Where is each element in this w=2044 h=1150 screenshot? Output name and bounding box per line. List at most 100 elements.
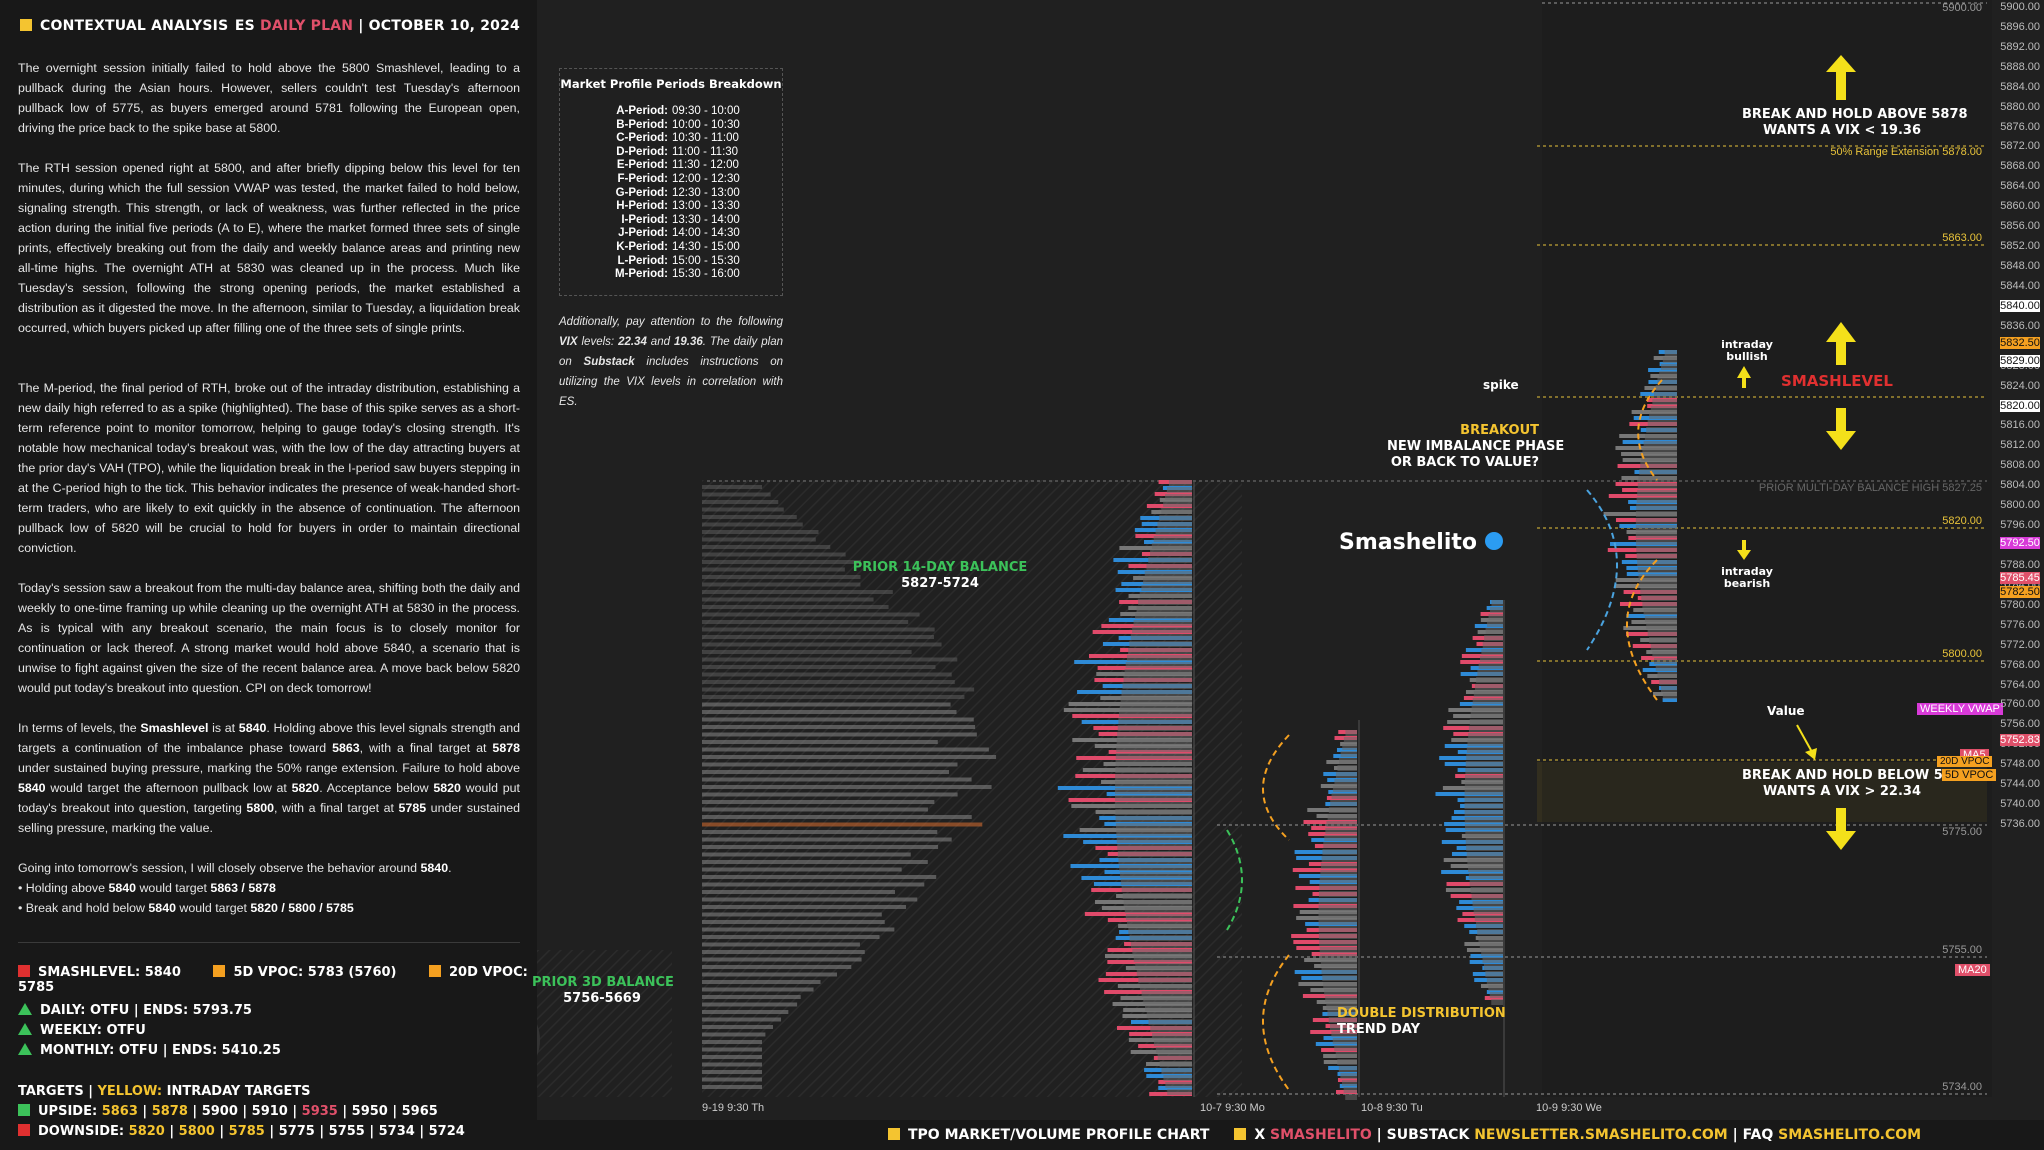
price-tick: 5876.00	[2000, 120, 2040, 133]
volume-fill	[1491, 999, 1503, 1005]
volume-fill	[1469, 719, 1503, 725]
tpo-row	[702, 935, 880, 939]
price-axis: 5900.00 5896.00 5892.00 5888.00 5884.00 5880.…	[1986, 0, 2044, 1100]
price-tick: 5844.00	[2000, 279, 2040, 292]
period-row: L-Period: 15:00 - 15:30	[560, 255, 782, 269]
tpo-row	[702, 710, 957, 714]
volume-fill	[1116, 739, 1192, 745]
period-time: 14:00 - 14:30	[672, 227, 740, 240]
volume-fill	[1661, 364, 1677, 370]
volume-fill	[1468, 733, 1503, 739]
arrow-down-bottom	[1826, 808, 1856, 850]
volume-fill	[1318, 898, 1357, 904]
monthly-row: MONTHLY: OTFU | ENDS: 5410.25	[18, 1043, 281, 1058]
volume-fill	[1468, 873, 1503, 879]
label-5863: 5863.00	[1942, 232, 1982, 244]
volume-fill	[1325, 828, 1357, 834]
period-row: M-Period: 15:30 - 16:00	[560, 268, 782, 282]
period-row: G-Period: 12:30 - 13:00	[560, 187, 782, 201]
price-tick: 5872.00	[2000, 140, 2040, 153]
volume-fill	[1115, 767, 1192, 773]
volume-fill	[1323, 842, 1357, 848]
volume-fill	[1646, 623, 1677, 629]
paragraph-levels: In terms of levels, the Smashlevel is at…	[18, 721, 521, 835]
faq-link[interactable]: SMASHELITO.COM	[1778, 1127, 1922, 1143]
substack-link[interactable]: NEWSLETTER.SMASHELITO.COM	[1474, 1127, 1728, 1143]
volume-fill	[1464, 817, 1503, 823]
weekly-row: WEEKLY: OTFU	[18, 1023, 146, 1038]
volume-fill	[1146, 564, 1192, 570]
tpo-row	[702, 875, 937, 879]
volume-fill	[1130, 942, 1192, 948]
bearish-arc	[1626, 559, 1658, 701]
x-handle-link[interactable]: SMASHELITO	[1270, 1127, 1372, 1143]
price-tick: 5748.00	[2000, 758, 2040, 771]
volume-fill	[1642, 602, 1677, 608]
period-row: I-Period: 13:30 - 14:00	[560, 214, 782, 228]
price-tick: 5812.00	[2000, 439, 2040, 452]
volume-fill	[1481, 649, 1503, 655]
volume-fill	[1122, 893, 1192, 899]
tpo-row	[702, 927, 895, 932]
tpo-row	[702, 1017, 782, 1022]
price-tick: 5788.00	[2000, 558, 2040, 571]
label-5800: 5800.00	[1942, 648, 1982, 660]
volume-fill	[1327, 814, 1357, 820]
volume-fill	[1318, 933, 1357, 939]
volume-fill	[1464, 782, 1503, 788]
volume-fill	[1478, 936, 1503, 942]
price-tick: 5744.00	[2000, 778, 2040, 791]
tpo-row	[702, 747, 989, 752]
period-time: 09:30 - 10:00	[672, 105, 740, 117]
volume-fill	[1125, 662, 1192, 668]
volume-fill	[1319, 947, 1357, 953]
label-5775: 5775.00	[1942, 826, 1982, 838]
paragraph-m-period: The M-period, the final period of RTH, b…	[18, 381, 520, 555]
volume-fill	[1318, 919, 1357, 925]
period-time: 12:30 - 13:00	[672, 186, 740, 199]
tpo-row	[702, 762, 958, 767]
volume-fill	[1464, 803, 1503, 809]
volume-fill	[1152, 1033, 1192, 1039]
tpo-row	[702, 987, 814, 992]
period-time: 12:00 - 12:30	[672, 173, 740, 185]
red-square-icon	[18, 965, 30, 977]
smashlevel-label: SMASHLEVEL	[1781, 372, 1893, 390]
volume-fill	[1479, 656, 1503, 662]
volume-fill	[1144, 571, 1192, 577]
volume-fill	[1157, 522, 1192, 528]
volume-fill	[1339, 758, 1357, 764]
volume-fill	[1153, 536, 1192, 542]
tpo-row	[702, 575, 861, 579]
arrow-bearish-small	[1737, 540, 1751, 560]
price-badge: 5840.00	[2000, 299, 2040, 312]
volume-fill	[1652, 651, 1677, 657]
tpo-row	[702, 500, 779, 504]
up-triangle-icon	[18, 1023, 32, 1035]
arc-upper	[1637, 379, 1663, 481]
balance-3d-range: 5756-5669	[563, 991, 641, 1006]
period-time: 15:30 - 16:00	[672, 268, 740, 281]
volume-fill	[1335, 772, 1357, 778]
volume-fill	[1318, 926, 1357, 932]
volume-fill	[1637, 490, 1677, 496]
price-tick: 5848.00	[2000, 260, 2040, 273]
volume-fill	[1121, 690, 1192, 696]
paragraph-rth: The RTH session opened right at 5800, an…	[18, 161, 520, 335]
tpo-row	[702, 657, 958, 662]
volume-fill	[1485, 628, 1503, 634]
volume-fill	[1117, 844, 1192, 850]
volume-fill	[1478, 663, 1503, 669]
price-tick: 5740.00	[2000, 798, 2040, 811]
tpo-row	[702, 1085, 762, 1089]
volume-fill	[1116, 746, 1192, 752]
volume-fill	[1119, 711, 1192, 717]
volume-fill	[1141, 991, 1192, 997]
period-key: L-Period:	[617, 254, 668, 267]
volume-fill	[1328, 807, 1357, 813]
brand-logo: Smashelito	[1339, 530, 1503, 555]
arrow-bullish-small	[1737, 366, 1751, 388]
tpo-row	[702, 522, 803, 527]
up-triangle-icon	[18, 1043, 32, 1055]
period-row: K-Period: 14:30 - 15:00	[560, 241, 782, 255]
